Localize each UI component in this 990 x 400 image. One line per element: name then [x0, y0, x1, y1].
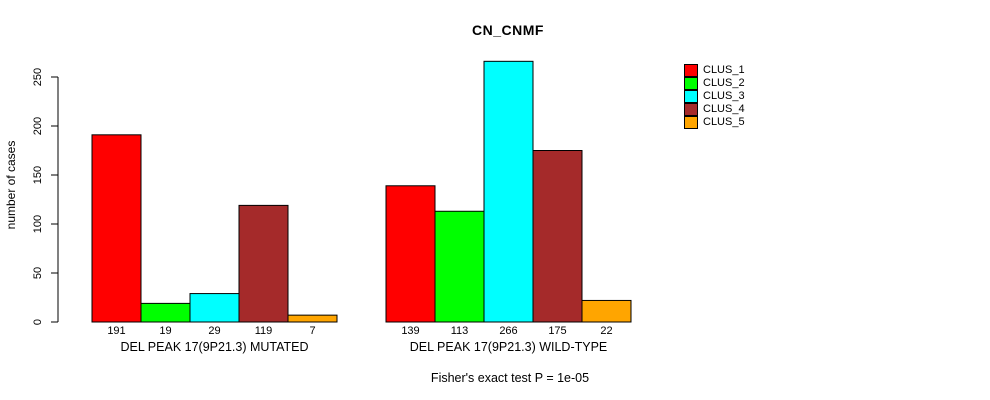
legend: CLUS_1 CLUS_2 CLUS_3 CLUS_4 CLUS_5	[684, 64, 745, 129]
legend-item-clus_4: CLUS_4	[684, 103, 745, 116]
legend-swatch-icon	[684, 64, 698, 77]
bar-clus_2	[140, 302, 191, 323]
y-tick-label: 150	[32, 166, 44, 184]
legend-label: CLUS_5	[703, 116, 745, 128]
y-tick-label: 200	[32, 117, 44, 135]
bar-value-label: 119	[255, 325, 273, 337]
y-tick-label: 100	[32, 215, 44, 233]
legend-item-clus_5: CLUS_5	[684, 116, 745, 129]
bar-clus_1	[91, 134, 142, 323]
group-label: DEL PEAK 17(9P21.3) MUTATED	[120, 340, 308, 354]
chart-title: CN_CNMF	[472, 22, 544, 38]
legend-label: CLUS_2	[703, 77, 745, 89]
bar-clus_5	[287, 314, 338, 323]
bar-value-label: 191	[107, 325, 125, 337]
y-tick-label: 250	[32, 68, 44, 86]
bar-clus_5	[581, 299, 632, 323]
group-label: DEL PEAK 17(9P21.3) WILD-TYPE	[410, 340, 608, 354]
bar-value-label: 266	[499, 325, 517, 337]
bar-clus_2	[434, 210, 485, 323]
bar-value-label: 29	[208, 325, 220, 337]
bar-clus_4	[238, 204, 289, 323]
legend-item-clus_2: CLUS_2	[684, 77, 745, 90]
bar-clus_3	[483, 60, 534, 323]
legend-label: CLUS_3	[703, 90, 745, 102]
legend-swatch-icon	[684, 116, 698, 129]
y-tick-label: 50	[32, 267, 44, 279]
bar-value-label: 19	[159, 325, 171, 337]
fisher-test-footnote: Fisher's exact test P = 1e-05	[430, 371, 590, 385]
bar-value-label: 175	[548, 325, 566, 337]
bar-value-label: 139	[401, 325, 419, 337]
legend-item-clus_3: CLUS_3	[684, 90, 745, 103]
legend-label: CLUS_4	[703, 103, 745, 115]
bar-clus_3	[189, 293, 240, 323]
bar-value-label: 113	[451, 325, 469, 337]
legend-label: CLUS_1	[703, 64, 745, 76]
bar-clus_4	[532, 150, 583, 323]
y-tick-label: 0	[32, 319, 44, 325]
bar-value-label: 22	[600, 325, 612, 337]
legend-item-clus_1: CLUS_1	[684, 64, 745, 77]
legend-swatch-icon	[684, 103, 698, 116]
bar-value-label: 7	[309, 325, 315, 337]
legend-swatch-icon	[684, 77, 698, 90]
legend-swatch-icon	[684, 90, 698, 103]
bar-clus_1	[385, 185, 436, 323]
